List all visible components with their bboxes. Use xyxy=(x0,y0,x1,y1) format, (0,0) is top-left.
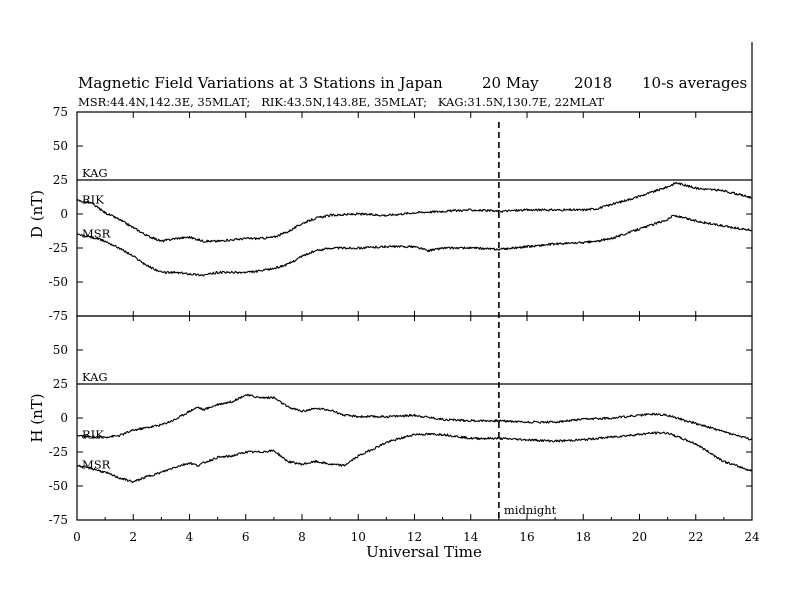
x-tick-label: 20 xyxy=(632,530,647,544)
panel-d-ytick-label: -75 xyxy=(49,309,68,323)
panel-d-ytick-label: -50 xyxy=(49,275,68,289)
panel-d-ytick-label: -25 xyxy=(49,241,68,255)
panel-h-series-msr xyxy=(76,431,753,484)
x-tick-label: 2 xyxy=(129,530,137,544)
panel-d-series-msr xyxy=(76,214,753,277)
panel-d-ytick-label: 25 xyxy=(53,173,68,187)
x-tick-label: 8 xyxy=(298,530,306,544)
x-tick-label: 18 xyxy=(576,530,591,544)
midnight-label: midnight xyxy=(504,503,557,517)
x-tick-label: 16 xyxy=(519,530,534,544)
chart-title: Magnetic Field Variations at 3 Stations … xyxy=(78,74,443,92)
x-tick-label: 0 xyxy=(73,530,81,544)
chart-title-averaging: 10-s averages xyxy=(642,74,747,92)
panel-h-ytick-label: 50 xyxy=(53,343,68,357)
panel-d-ytick-label: 75 xyxy=(53,105,68,119)
x-tick-label: 12 xyxy=(407,530,422,544)
panel-h-ytick-label: -50 xyxy=(49,479,68,493)
panel-h: 50 25 0 -25 -50 -75 H (nT) KAG RIK MSR xyxy=(28,315,753,527)
panel-h-ytick-label: -75 xyxy=(49,513,68,527)
panel-d-label-msr: MSR xyxy=(82,226,111,240)
panel-h-label-rik: RIK xyxy=(82,428,104,442)
panel-d-label-kag: KAG xyxy=(82,166,108,180)
panel-h-ytick-label: 25 xyxy=(53,377,68,391)
x-tick-label: 24 xyxy=(744,530,760,544)
x-axis-label: Universal Time xyxy=(366,543,482,561)
x-tick-label: 4 xyxy=(186,530,194,544)
panel-d-series-rik xyxy=(76,181,753,243)
panel-h-ytick-label: 0 xyxy=(60,411,68,425)
panel-h-ytick-label: -25 xyxy=(49,445,68,459)
panel-d-ytick-label: 0 xyxy=(60,207,68,221)
x-tick-label: 10 xyxy=(351,530,366,544)
x-tick-label: 14 xyxy=(463,530,479,544)
x-tick-label: 6 xyxy=(242,530,250,544)
chart-subtitle: MSR:44.4N,142.3E, 35MLAT; RIK:43.5N,143.… xyxy=(78,95,604,109)
chart-title-date: 20 May xyxy=(482,74,539,92)
panel-h-series-rik xyxy=(76,393,753,441)
x-axis: 0 2 4 6 8 10 12 14 16 18 20 22 24 xyxy=(73,112,760,544)
panel-h-label-kag: KAG xyxy=(82,370,108,384)
panel-d-label-rik: RIK xyxy=(82,192,104,206)
chart-title-year: 2018 xyxy=(574,74,612,92)
panel-d-ytick-label: 50 xyxy=(53,139,68,153)
x-tick-label: 22 xyxy=(688,530,703,544)
panel-h-ylabel: H (nT) xyxy=(28,393,46,442)
panel-d-ylabel: D (nT) xyxy=(28,190,46,238)
panel-h-label-msr: MSR xyxy=(82,458,111,472)
